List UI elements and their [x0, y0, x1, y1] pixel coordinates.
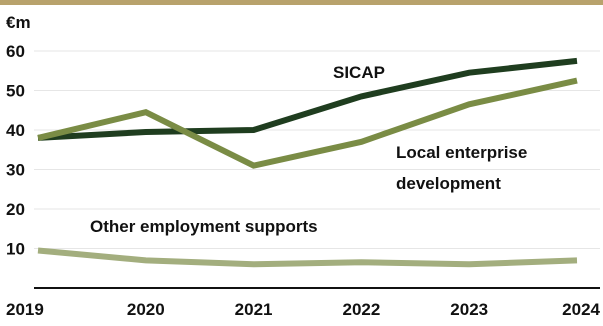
top-rule: [0, 0, 603, 5]
x-tick-label-2022: 2022: [342, 300, 380, 319]
y-tick-label-10: 10: [6, 240, 25, 259]
x-tick-label-2019: 2019: [6, 300, 44, 319]
x-tick-label-2024: 2024: [562, 300, 600, 319]
series-label-local-enterprise-line2: development: [396, 174, 501, 193]
series-line-other-employment-supports: [37, 247, 578, 268]
y-tick-labels: 10 20 30 40 50 60: [6, 42, 25, 259]
y-tick-label-30: 30: [6, 161, 25, 180]
x-tick-label-2023: 2023: [450, 300, 488, 319]
x-tick-label-2020: 2020: [127, 300, 165, 319]
y-tick-label-60: 60: [6, 42, 25, 61]
x-tick-labels: 2019 2020 2021 2022 2023 2024: [6, 300, 601, 319]
series-label-local-enterprise-line1: Local enterprise: [396, 143, 527, 162]
y-tick-label-20: 20: [6, 200, 25, 219]
y-tick-label-50: 50: [6, 82, 25, 101]
y-tick-label-40: 40: [6, 121, 25, 140]
x-tick-label-2021: 2021: [235, 300, 273, 319]
series-line-sicap: [37, 57, 578, 141]
y-unit-label: €m: [6, 13, 31, 32]
series-label-other-employment: Other employment supports: [90, 217, 318, 236]
series-line-local-enterprise-development: [37, 77, 578, 169]
series-label-sicap: SICAP: [333, 63, 385, 82]
series-lines: [37, 57, 578, 268]
